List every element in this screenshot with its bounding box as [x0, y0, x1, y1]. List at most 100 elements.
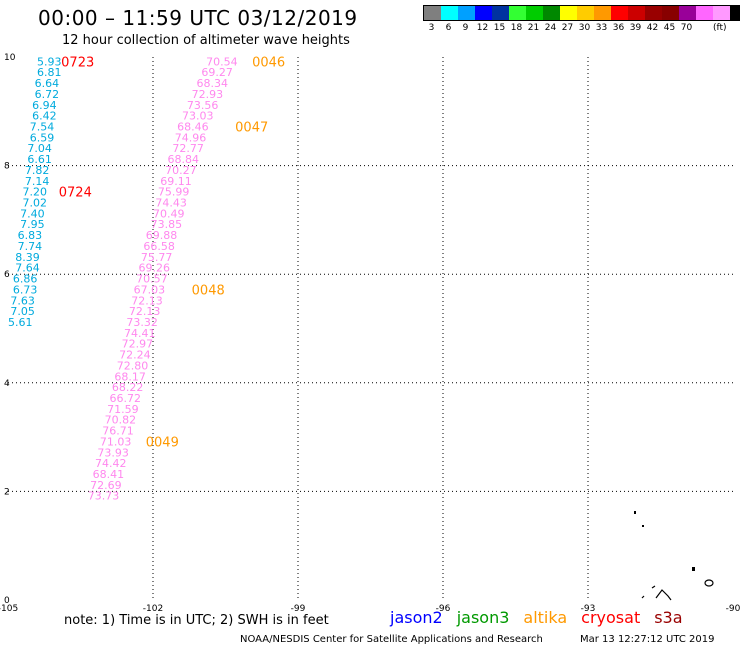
swh-value-jason2: 7.82 — [25, 164, 49, 177]
color-scale-label: 45 — [663, 23, 676, 33]
swh-value-altika: 69.88 — [146, 229, 178, 242]
pass-time-label: 0049 — [146, 435, 179, 450]
swh-value-jason2: 6.94 — [32, 99, 57, 112]
swh-value-altika: 71.03 — [100, 435, 132, 448]
color-swatch — [424, 6, 441, 20]
color-swatch — [441, 6, 458, 20]
pass-time-label: 0723 — [61, 55, 94, 70]
x-tick-label: -102 — [143, 604, 163, 614]
footnote: note: 1) Time is in UTC; 2) SWH is in fe… — [64, 613, 329, 628]
satellite-legend: jason2 jason3 altika cryosat s3a — [390, 608, 683, 627]
x-tick-label: -99 — [291, 604, 306, 614]
swh-value-altika: 72.93 — [192, 88, 224, 101]
swh-value-altika: 73.56 — [187, 99, 219, 112]
x-axis-ticks: -105 -102 -99 -96 -93 -90 — [0, 604, 740, 614]
x-tick-label: -105 — [0, 604, 18, 614]
swh-value-altika: 69.27 — [201, 66, 233, 79]
swh-value-altika: 71.59 — [107, 403, 139, 416]
swh-value-altika: 73.32 — [126, 316, 157, 329]
swh-value-altika: 72.80 — [117, 359, 149, 372]
satellite-legend-jason3: jason3 — [456, 608, 510, 627]
swh-value-altika: 69.11 — [160, 175, 192, 188]
swh-value-jason2: 6.73 — [13, 283, 38, 296]
x-tick-label: -90 — [726, 604, 740, 614]
swh-value-jason2: 6.72 — [35, 88, 60, 101]
y-tick-label: 0 — [4, 596, 10, 606]
color-swatch — [560, 6, 577, 20]
color-swatch — [696, 6, 713, 20]
swh-value-altika: 72.13 — [129, 305, 161, 318]
swh-value-altika: 73.73 — [88, 490, 120, 503]
swh-value-altika: 69.26 — [139, 262, 171, 275]
color-swatch — [628, 6, 645, 20]
color-scale-bar — [423, 5, 740, 21]
satellite-legend-cryosat: cryosat — [581, 608, 641, 627]
y-tick-label: 6 — [4, 270, 10, 280]
swh-value-jason2: 6.86 — [13, 273, 38, 286]
swh-value-jason2: 7.14 — [25, 175, 49, 188]
color-scale-label: 24 — [544, 23, 557, 33]
swh-value-altika: 75.77 — [141, 251, 173, 264]
color-swatch — [543, 6, 560, 20]
swh-value-altika: 68.22 — [112, 381, 143, 394]
swh-value-jason2: 8.39 — [15, 251, 40, 264]
y-tick-label: 4 — [4, 379, 10, 389]
swh-value-jason2: 7.63 — [10, 294, 35, 307]
color-scale-label: 27 — [561, 23, 574, 33]
color-scale-unit: (ft) — [713, 23, 727, 33]
color-scale-label: 15 — [493, 23, 506, 33]
swh-value-altika: 68.34 — [197, 77, 229, 90]
color-swatch — [662, 6, 679, 20]
color-swatch — [458, 6, 475, 20]
swh-value-altika: 66.72 — [110, 392, 142, 405]
swh-value-altika: 75.99 — [158, 186, 190, 199]
swh-value-altika: 68.17 — [114, 370, 146, 383]
swh-value-jason2: 6.61 — [27, 153, 52, 166]
swh-value-altika: 66.58 — [143, 240, 175, 253]
pass-time-label: 0724 — [59, 186, 92, 201]
altimeter-points: 70.5469.2768.3472.9373.5673.0368.4674.96… — [8, 55, 238, 502]
satellite-legend-s3a: s3a — [654, 608, 683, 627]
swh-value-jason2: 7.20 — [23, 186, 48, 199]
color-scale-label: 18 — [510, 23, 523, 33]
y-tick-label: 10 — [4, 53, 16, 63]
y-tick-label: 2 — [4, 487, 10, 497]
map-grid — [8, 57, 733, 600]
color-scale-label: 30 — [578, 23, 591, 33]
swh-value-altika: 74.96 — [175, 131, 207, 144]
swh-value-altika: 72.13 — [131, 294, 163, 307]
pass-time-labels: 0723 0724 0046 0047 0048 0049 — [59, 55, 285, 450]
color-swatch — [645, 6, 662, 20]
y-tick-label: 8 — [4, 162, 10, 172]
pass-time-label: 0046 — [252, 55, 285, 70]
swh-value-jason2: 7.95 — [20, 218, 45, 231]
swh-value-altika: 68.41 — [93, 468, 125, 481]
swh-value-altika: 74.41 — [124, 327, 156, 340]
color-scale-label: 42 — [646, 23, 659, 33]
color-swatch — [475, 6, 492, 20]
swh-value-altika: 68.46 — [177, 121, 209, 134]
color-swatch — [526, 6, 543, 20]
color-swatch — [492, 6, 509, 20]
swh-value-jason2: 7.04 — [27, 142, 52, 155]
color-scale-label: 9 — [462, 23, 469, 33]
swh-value-jason2: 7.54 — [30, 121, 55, 134]
y-axis-ticks: 0 2 4 6 8 10 — [4, 53, 16, 606]
swh-value-jason2: 5.93 — [37, 55, 62, 68]
swh-value-altika: 72.24 — [119, 349, 150, 362]
swh-value-altika: 76.71 — [102, 425, 134, 438]
color-swatch — [577, 6, 594, 20]
map-subtitle: 12 hour collection of altimeter wave hei… — [62, 33, 350, 48]
color-scale-labels: 3 6 9 12 15 18 21 24 27 30 33 36 39 42 45 70 — [423, 23, 695, 33]
color-scale-label: 3 — [428, 23, 435, 33]
color-swatch — [611, 6, 628, 20]
swh-value-altika: 70.57 — [136, 273, 168, 286]
color-scale-label: 39 — [629, 23, 642, 33]
swh-value-altika: 74.43 — [155, 197, 187, 210]
satellite-legend-jason2: jason2 — [390, 608, 443, 627]
swh-value-jason2: 7.05 — [10, 305, 35, 318]
swh-value-altika: 70.27 — [165, 164, 197, 177]
color-scale-label: 33 — [595, 23, 608, 33]
swh-value-altika: 73.03 — [182, 110, 214, 123]
